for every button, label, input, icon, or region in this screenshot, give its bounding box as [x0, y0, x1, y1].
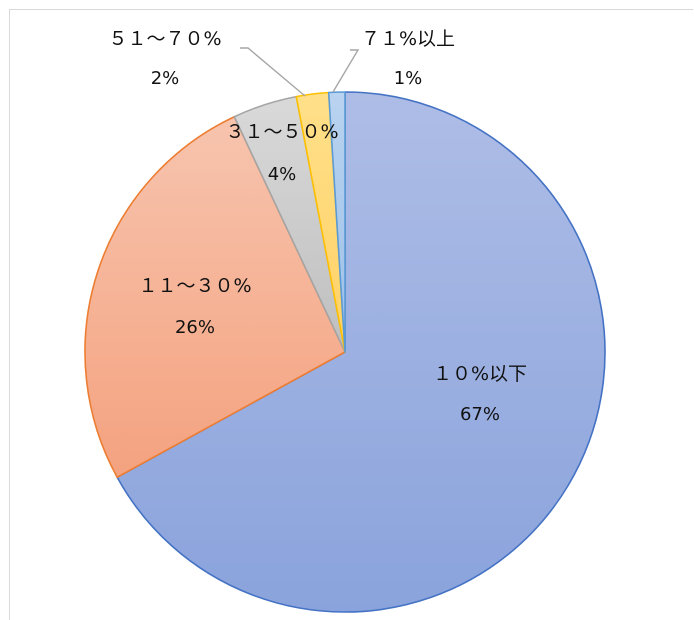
chart-area: [9, 9, 693, 620]
leader-line: [332, 49, 360, 93]
pie-slice-2: [84, 115, 346, 479]
slice-percent-label: 67%: [460, 404, 500, 425]
slice-percent-label: 2%: [151, 68, 180, 89]
slice-category-label: １０%以下: [433, 363, 527, 385]
pie-slice-1: [116, 91, 606, 613]
slice-category-label: ３１～５０%: [225, 121, 338, 143]
slice-category-label: ５１～７０%: [108, 28, 221, 50]
slice-percent-label: 26%: [175, 317, 215, 338]
leader-line: [240, 47, 306, 97]
slice-percent-label: 1%: [394, 68, 423, 89]
pie-slice-5: [327, 91, 346, 353]
slice-percent-label: 4%: [268, 164, 297, 185]
slice-category-label: １１～３０%: [138, 275, 251, 297]
slice-category-label: ７１%以上: [361, 28, 455, 50]
